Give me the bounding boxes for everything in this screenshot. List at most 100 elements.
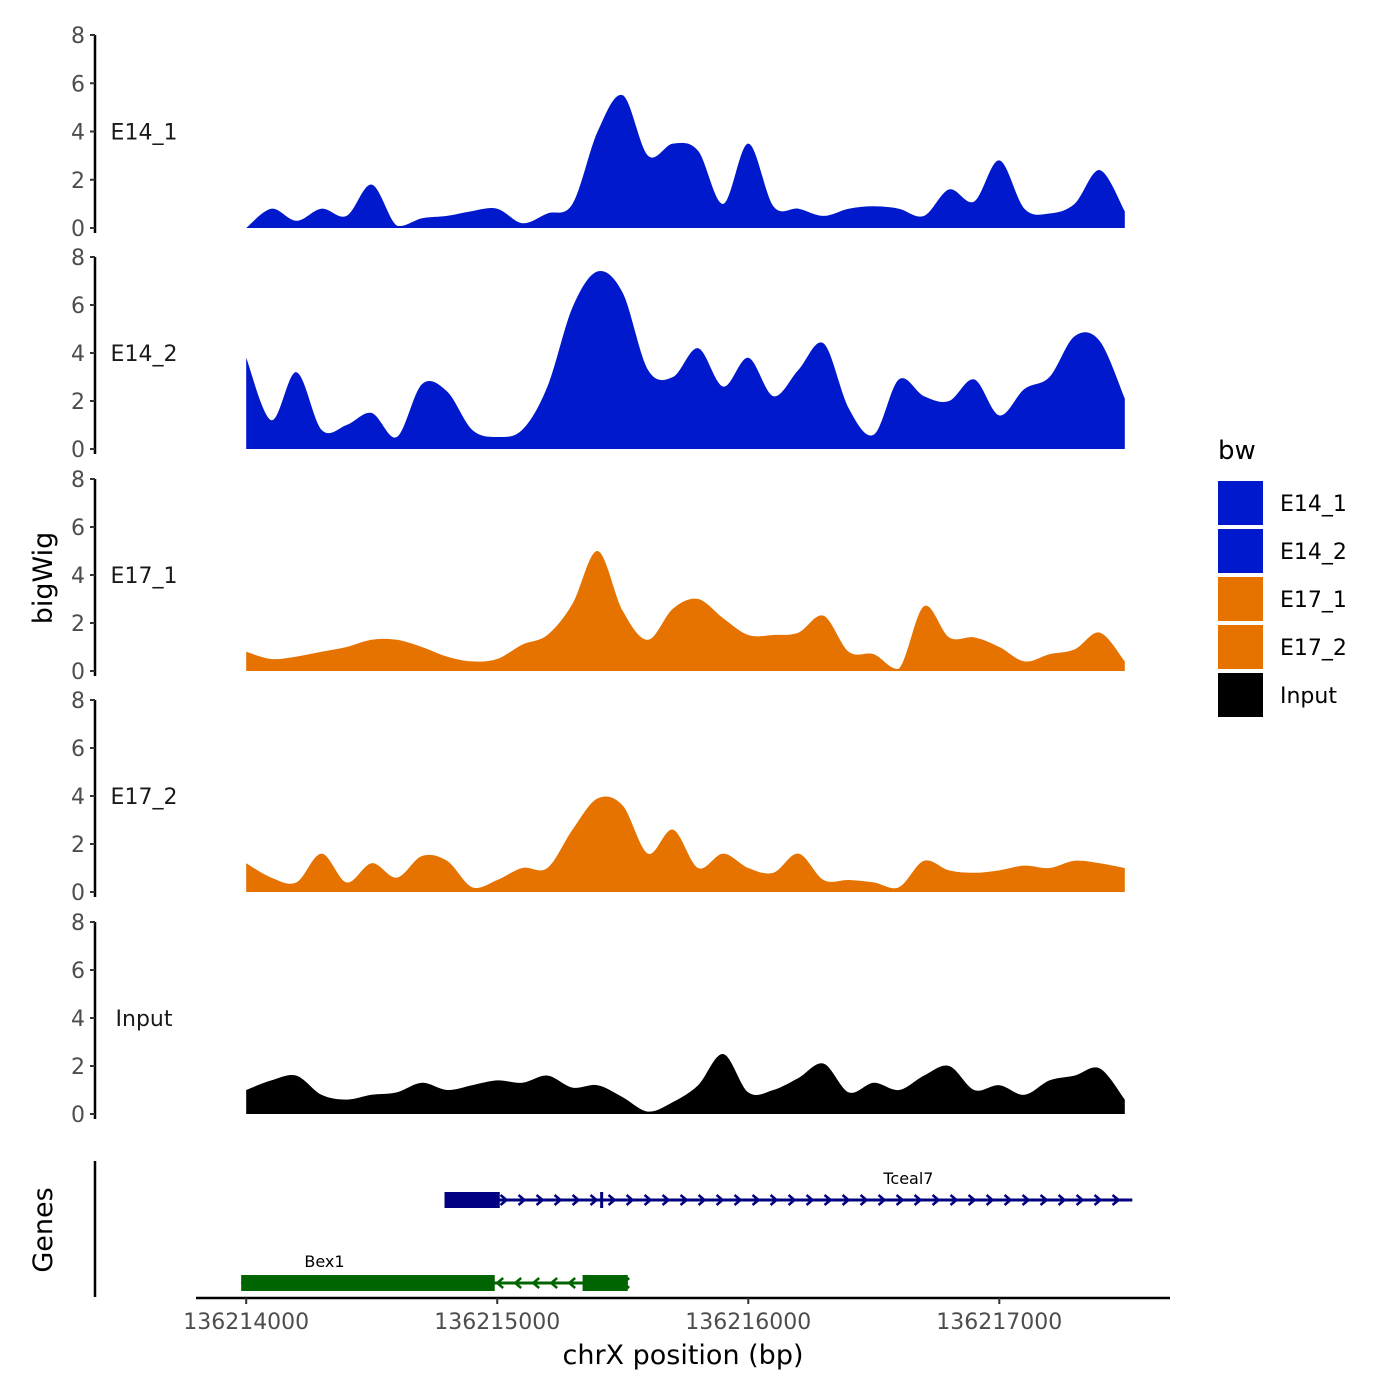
strand-arrow (877, 1194, 887, 1206)
strand-arrow (643, 1194, 653, 1206)
y-tick-label: 8 (71, 468, 85, 493)
strand-arrow (1075, 1194, 1085, 1206)
y-tick-label: 0 (71, 438, 85, 463)
gene-exon (444, 1192, 500, 1208)
y-tick-label: 0 (71, 217, 85, 242)
strand-arrow (949, 1194, 959, 1206)
strand-arrow (495, 1277, 504, 1289)
strand-arrow (1057, 1194, 1067, 1206)
legend: bw E14_1 E14_2 E17_1 E17_2 Input (1218, 436, 1347, 717)
y-tick-label: 0 (71, 881, 85, 906)
track-e14-2: 0 2 4 6 8 E14_2 (71, 246, 1125, 463)
strand-arrow (517, 1194, 527, 1206)
strand-arrow (697, 1194, 707, 1206)
strand-arrow (549, 1277, 558, 1289)
gene-label: Tceal7 (882, 1169, 933, 1188)
y-tick-label: 2 (71, 833, 85, 858)
strand-arrow (589, 1194, 599, 1206)
y-tick-label: 2 (71, 169, 85, 194)
y-tick-label: 6 (71, 294, 85, 319)
track-label: E17_1 (111, 564, 178, 589)
strand-arrow (625, 1194, 635, 1206)
coverage-area (246, 94, 1125, 228)
strand-arrow (967, 1194, 977, 1206)
strand-arrow (531, 1277, 540, 1289)
y-tick-label: 8 (71, 689, 85, 714)
x-tick-label: 136214000 (183, 1310, 309, 1335)
strand-arrow (567, 1277, 576, 1289)
strand-arrow (1003, 1194, 1013, 1206)
strand-arrow (535, 1194, 545, 1206)
strand-arrow (859, 1194, 869, 1206)
track-e17-2: 0 2 4 6 8 E17_2 (71, 689, 1125, 906)
strand-arrow (931, 1194, 941, 1206)
gene-tceal7: Tceal7 (444, 1169, 1133, 1208)
gene-exon (582, 1275, 628, 1291)
x-axis: 136214000 136215000 136216000 136217000 (183, 1296, 1170, 1335)
track-label: Input (116, 1007, 173, 1032)
gene-exon (241, 1275, 495, 1291)
y-tick-label: 6 (71, 737, 85, 762)
gene-exon (600, 1192, 604, 1208)
y-tick-label: 6 (71, 72, 85, 97)
y-tick-label: 6 (71, 959, 85, 984)
coverage-area (246, 270, 1125, 449)
track-label: E14_1 (111, 121, 178, 146)
y-tick-label: 8 (71, 911, 85, 936)
legend-swatch (1218, 625, 1263, 669)
y-tick-label: 4 (71, 1007, 85, 1032)
strand-arrow (1039, 1194, 1049, 1206)
y-tick-label: 0 (71, 1103, 85, 1128)
y-tick-label: 4 (71, 342, 85, 367)
track-label: E14_2 (111, 342, 178, 367)
legend-label: E17_1 (1280, 588, 1347, 613)
y-tick-label: 4 (71, 564, 85, 589)
legend-label: Input (1280, 684, 1337, 709)
x-tick-label: 136217000 (936, 1310, 1062, 1335)
genes-axis-title: Genes (28, 1187, 59, 1272)
coverage-area (246, 796, 1125, 892)
strand-arrow (661, 1194, 671, 1206)
strand-arrow (607, 1194, 617, 1206)
strand-arrow (1111, 1194, 1121, 1206)
x-tick-label: 136216000 (685, 1310, 811, 1335)
legend-label: E14_2 (1280, 540, 1347, 565)
strand-arrow (805, 1194, 815, 1206)
strand-arrow (985, 1194, 995, 1206)
y-tick-label: 2 (71, 1055, 85, 1080)
strand-arrow (715, 1194, 725, 1206)
strand-arrow (553, 1194, 563, 1206)
y-tick-label: 0 (71, 660, 85, 685)
coverage-area (246, 1053, 1125, 1114)
coverage-area (246, 550, 1125, 671)
strand-arrow (913, 1194, 923, 1206)
strand-arrow (769, 1194, 779, 1206)
y-tick-label: 4 (71, 785, 85, 810)
strand-arrow (571, 1194, 581, 1206)
y-tick-label: 4 (71, 121, 85, 146)
strand-arrow (787, 1194, 797, 1206)
strand-arrow (1093, 1194, 1103, 1206)
strand-arrow (513, 1277, 522, 1289)
strand-arrow (841, 1194, 851, 1206)
legend-swatch (1218, 481, 1263, 525)
track-e14-1: 0 2 4 6 8 E14_1 (71, 24, 1125, 242)
y-tick-label: 8 (71, 246, 85, 271)
track-e17-1: 0 2 4 6 8 E17_1 (71, 468, 1125, 685)
legend-swatch (1218, 673, 1263, 717)
track-input: 0 2 4 6 8 Input (71, 911, 1125, 1128)
gene-bex1: Bex1 (241, 1252, 630, 1291)
strand-arrow (895, 1194, 905, 1206)
legend-label: E17_2 (1280, 636, 1347, 661)
strand-arrow (679, 1194, 689, 1206)
y-axis-title: bigWig (28, 532, 59, 625)
strand-arrow (751, 1194, 761, 1206)
x-axis-title: chrX position (bp) (562, 1340, 803, 1371)
strand-arrow (823, 1194, 833, 1206)
strand-arrow (499, 1194, 509, 1206)
legend-swatch (1218, 577, 1263, 621)
strand-arrow (1021, 1194, 1031, 1206)
coverage-tracks: 0 2 4 6 8 E14_1 0 2 4 6 8 E14_2 0 2 4 6 8 E17_1 0 2 4 6 8 E17_2… (71, 24, 1125, 1128)
legend-label: E14_1 (1280, 492, 1347, 517)
